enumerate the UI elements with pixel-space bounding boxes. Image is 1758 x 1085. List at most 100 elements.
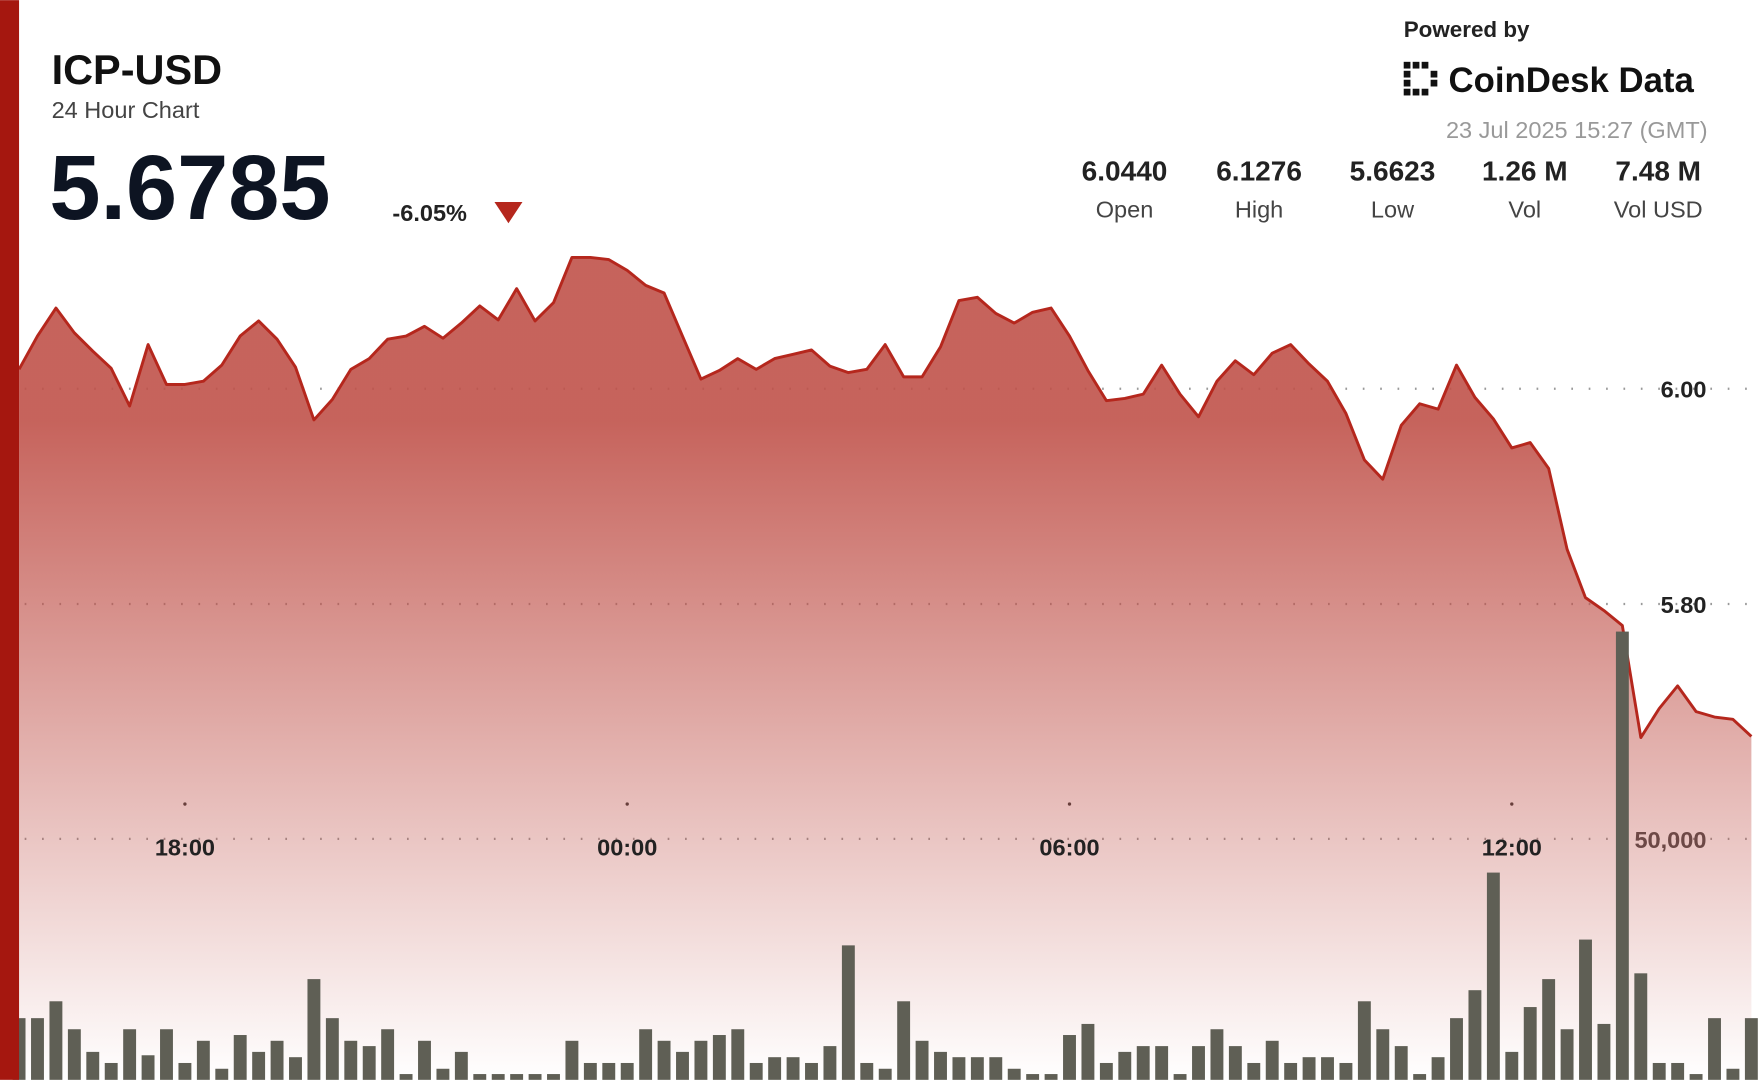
price-area: [19, 257, 1752, 1080]
volume-bar: [1634, 973, 1648, 1080]
brand-logo: [1403, 61, 1438, 96]
volume-bar: [915, 1040, 929, 1080]
volume-bar: [104, 1062, 118, 1080]
volume-bar: [362, 1046, 376, 1080]
volume-bar: [233, 1035, 247, 1080]
volume-bar: [473, 1074, 487, 1080]
volume-bar: [123, 1029, 137, 1080]
volume-bar: [878, 1068, 892, 1080]
x-tick-label: 00:00: [597, 835, 657, 861]
volume-bar: [1192, 1046, 1205, 1080]
stat-label: Low: [1371, 197, 1415, 223]
volume-bar: [1671, 1062, 1685, 1080]
labels: 5.80 6.00 18:00 00:00 06:00 12:00: [155, 377, 1707, 861]
volume-bar: [989, 1057, 1003, 1080]
volume-bar: [841, 945, 855, 1080]
volume-bar: [1173, 1074, 1187, 1080]
x-tick-label: 06:00: [1039, 835, 1099, 861]
volume-bar: [1523, 1007, 1537, 1080]
series: [17, 256, 1753, 1080]
volume-bar: [1744, 1018, 1758, 1080]
volume-bar: [1228, 1046, 1242, 1080]
volume-bar: [1468, 990, 1482, 1080]
volume-bar: [1486, 872, 1500, 1080]
volume-bar: [491, 1074, 505, 1080]
volume-bar: [1136, 1046, 1150, 1080]
volume-bar: [510, 1074, 524, 1080]
volume-bar: [252, 1051, 266, 1080]
volume-bar: [1597, 1023, 1611, 1080]
volume-bar: [694, 1040, 708, 1080]
volume-bar: [528, 1074, 542, 1080]
volume-bar: [934, 1051, 947, 1080]
volume-bar: [67, 1029, 81, 1080]
stat-value: 6.1276: [1216, 156, 1302, 187]
volume-bar: [1579, 939, 1592, 1080]
volume-bar: [676, 1051, 689, 1080]
volume-bar: [289, 1057, 302, 1080]
y-tick-label: 5.80: [1661, 592, 1707, 618]
volume-bar: [1505, 1051, 1519, 1080]
volume-bar: [768, 1057, 782, 1080]
volume-bar: [381, 1029, 395, 1080]
volume-bar: [1376, 1029, 1390, 1080]
volume-bar: [1652, 1062, 1666, 1080]
volume-bar: [1265, 1040, 1279, 1080]
volume-bar: [1210, 1029, 1224, 1080]
accent-bar: [0, 0, 20, 1080]
volume-bar: [178, 1062, 192, 1080]
volume-bar: [1118, 1051, 1132, 1080]
stat-value: 6.0440: [1082, 156, 1168, 187]
volume-bar: [1708, 1018, 1721, 1080]
volume-bar: [1431, 1057, 1445, 1080]
x-tick-label: 12:00: [1482, 835, 1542, 861]
volume-bar: [86, 1051, 100, 1080]
volume-bar: [307, 979, 321, 1080]
volume-bar: [602, 1062, 616, 1080]
brand: CoinDesk Data: [1449, 62, 1695, 100]
symbol: ICP-USD: [52, 46, 223, 93]
stat-label: High: [1235, 197, 1283, 223]
volume-bar: [270, 1040, 284, 1080]
down-arrow: [494, 201, 523, 224]
volume-bar: [1044, 1074, 1058, 1080]
price-line: [17, 256, 1753, 740]
stat-label: Vol: [1508, 197, 1541, 223]
volume-bar: [1357, 1001, 1371, 1080]
volume-bar: [141, 1055, 155, 1080]
volume-bar: [1321, 1057, 1334, 1080]
volume-bar: [344, 1040, 358, 1080]
volume-bar: [712, 1035, 726, 1080]
volume-bar: [1450, 1018, 1463, 1080]
price: 5.6785: [49, 137, 330, 239]
volume-bar: [823, 1046, 837, 1080]
volume-bar: [1339, 1062, 1353, 1080]
volume-bar: [731, 1029, 745, 1080]
volume-bar: [547, 1074, 560, 1080]
volume-bar: [860, 1062, 874, 1080]
stat-label: Open: [1096, 197, 1154, 223]
volume-bar: [657, 1040, 671, 1080]
volume-bar: [1284, 1062, 1298, 1080]
subtitle: 24 Hour Chart: [52, 97, 200, 123]
y-tick-label: 6.00: [1661, 377, 1707, 403]
volume-bar: [1247, 1062, 1261, 1080]
volume-bar: [805, 1062, 818, 1080]
volume-bar: [1394, 1046, 1408, 1080]
volume-bar: [620, 1062, 634, 1080]
stat-label: Vol USD: [1614, 197, 1703, 223]
volume-bar: [1413, 1074, 1427, 1080]
volume-bar: [1726, 1068, 1740, 1080]
volume-bar: [196, 1040, 210, 1080]
volume-bar: [454, 1051, 468, 1080]
volume-bar: [749, 1062, 763, 1080]
volume-bar: [436, 1068, 450, 1080]
volume-bar: [1026, 1074, 1040, 1080]
volume-bar: [399, 1074, 413, 1080]
volume-bar: [583, 1062, 597, 1080]
volume-bar: [1560, 1029, 1574, 1080]
volume-bar: [1063, 1035, 1076, 1080]
